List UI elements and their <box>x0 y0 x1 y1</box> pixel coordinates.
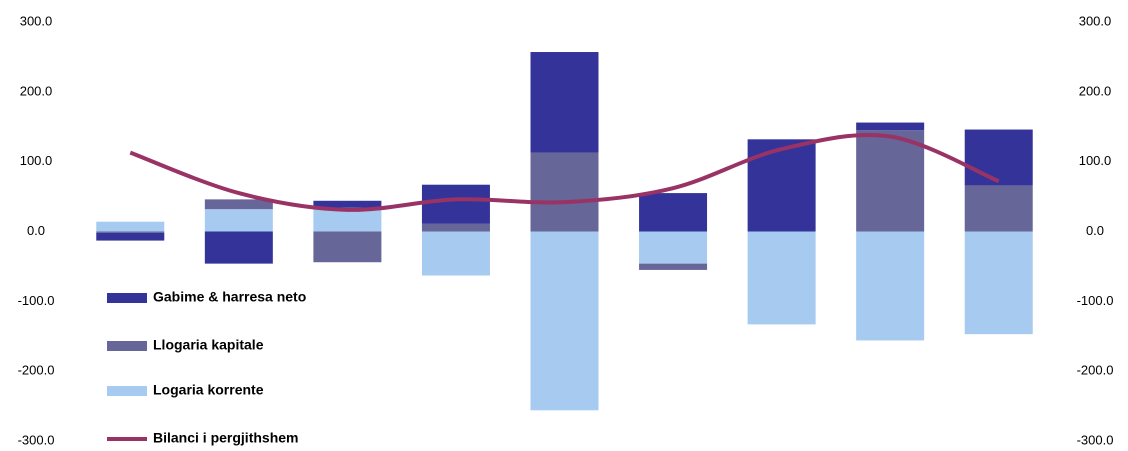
y-tick-label: 0.0 <box>27 223 45 238</box>
legend-swatch <box>107 293 147 303</box>
y-tick-label: -300.0 <box>18 432 55 447</box>
y2-tick-label: 0.0 <box>1086 223 1104 238</box>
line <box>129 132 1000 212</box>
legend-swatch <box>107 341 147 351</box>
y-tick-label: 200.0 <box>20 83 53 98</box>
y2-tick-label: 300.0 <box>1079 13 1112 28</box>
bar <box>313 207 382 232</box>
bar <box>639 263 708 270</box>
bar <box>421 231 490 276</box>
bar <box>421 184 490 224</box>
legend-label: Logaria korrente <box>153 382 264 398</box>
bar <box>639 231 708 264</box>
bar <box>747 139 816 232</box>
bar <box>204 199 273 210</box>
bar <box>856 122 925 131</box>
y-tick-label: -200.0 <box>18 363 55 378</box>
legend-swatch <box>107 437 147 441</box>
bar <box>96 232 165 241</box>
legend-label: Bilanci i pergjithshem <box>153 430 298 446</box>
y2-tick-label: 100.0 <box>1079 153 1112 168</box>
bar <box>530 231 599 411</box>
bar <box>639 193 708 232</box>
bar <box>856 231 925 341</box>
bar <box>96 221 165 232</box>
legend-swatch <box>107 386 147 396</box>
bar <box>204 209 273 232</box>
legend-label: Gabime & harresa neto <box>153 289 306 305</box>
bar <box>530 52 599 153</box>
bar <box>204 231 273 264</box>
legend-label: Llogaria kapitale <box>153 337 264 353</box>
bar <box>964 185 1033 232</box>
bar <box>747 231 816 325</box>
bar <box>421 223 490 232</box>
y-tick-label: 100.0 <box>20 153 53 168</box>
y-tick-label: -100.0 <box>18 293 55 308</box>
y2-tick-label: -200.0 <box>1077 363 1114 378</box>
bar <box>96 231 165 233</box>
bar <box>313 200 382 208</box>
bar <box>964 129 1033 186</box>
bar <box>856 130 925 232</box>
bar <box>530 152 599 232</box>
bar <box>313 231 382 263</box>
y2-tick-label: -300.0 <box>1077 432 1114 447</box>
bar <box>964 231 1033 335</box>
y-tick-label: 300.0 <box>20 13 53 28</box>
y2-tick-label: -100.0 <box>1077 293 1114 308</box>
y2-tick-label: 200.0 <box>1079 83 1112 98</box>
